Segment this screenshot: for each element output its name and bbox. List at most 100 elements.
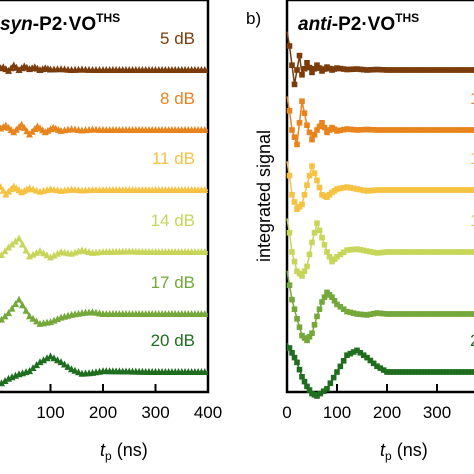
- panel-anti-title: anti-P2·VOTHS: [298, 11, 419, 35]
- data-point: [294, 67, 300, 73]
- data-point: [331, 298, 338, 304]
- data-point: [357, 246, 364, 253]
- data-point: [437, 369, 443, 375]
- data-point: [446, 187, 453, 193]
- data-point: [301, 268, 308, 274]
- data-point: [380, 310, 387, 317]
- data-point: [350, 246, 357, 253]
- data-point: [29, 364, 37, 372]
- data-point: [393, 127, 400, 133]
- data-point: [427, 369, 434, 375]
- data-point: [316, 65, 323, 71]
- data-point: [311, 132, 318, 138]
- data-point: [299, 72, 305, 78]
- data-point: [320, 388, 327, 394]
- data-point: [350, 349, 357, 355]
- data-point: [424, 127, 431, 133]
- data-point: [370, 127, 377, 133]
- data-point: [360, 66, 367, 73]
- data-point: [431, 369, 437, 375]
- data-point: [459, 187, 465, 193]
- data-point: [443, 249, 450, 255]
- data-point: [377, 310, 384, 317]
- data-point: [309, 136, 315, 143]
- data-point: [354, 66, 360, 72]
- data-point: [431, 67, 437, 73]
- data-point: [471, 311, 474, 317]
- data-point: [459, 369, 465, 375]
- data-point: [311, 66, 318, 72]
- data-point: [301, 66, 308, 72]
- data-point: [452, 187, 459, 193]
- data-point: [449, 369, 456, 375]
- data-point: [61, 360, 68, 368]
- data-point: [344, 247, 350, 253]
- data-point: [384, 249, 390, 255]
- data-point: [402, 187, 409, 193]
- data-point: [291, 306, 298, 312]
- data-point: [406, 187, 412, 193]
- series-4: [286, 270, 474, 344]
- data-point: [306, 387, 313, 393]
- data-point: [347, 246, 354, 253]
- data-point: [402, 311, 409, 317]
- data-point: [33, 317, 40, 325]
- data-point: [449, 67, 456, 73]
- data-point: [440, 67, 447, 73]
- data-point: [380, 127, 387, 133]
- data-point: [354, 186, 360, 192]
- panel-anti: b) anti-P2·VOTHS integrated signal 0 100 2…: [246, 0, 474, 463]
- data-point: [468, 249, 474, 255]
- data-point: [415, 127, 422, 133]
- data-point: [384, 311, 390, 317]
- series-5: [0, 352, 209, 387]
- panel-syn-series: [0, 61, 209, 387]
- data-point: [374, 66, 380, 73]
- data-point: [387, 311, 393, 317]
- data-point: [415, 67, 422, 73]
- data-point: [384, 187, 390, 193]
- data-point: [421, 311, 428, 317]
- data-point: [434, 369, 440, 375]
- data-point: [471, 249, 474, 255]
- data-point: [294, 316, 300, 322]
- data-point: [321, 294, 328, 300]
- data-point: [418, 249, 425, 255]
- data-point: [337, 127, 344, 134]
- data-point: [446, 67, 453, 73]
- data-point: [354, 311, 360, 317]
- data-point: [330, 374, 337, 381]
- data-point: [311, 322, 318, 328]
- data-point: [449, 249, 456, 255]
- data-point: [465, 127, 472, 133]
- data-point: [19, 301, 26, 309]
- data-point: [344, 308, 350, 315]
- data-point: [309, 330, 315, 336]
- data-point: [427, 67, 434, 73]
- data-point: [319, 299, 325, 305]
- data-point: [304, 383, 310, 390]
- data-point: [22, 306, 30, 314]
- data-point: [415, 369, 422, 375]
- data-point: [36, 247, 44, 255]
- data-point: [377, 365, 384, 371]
- data-point: [294, 359, 300, 366]
- data-point: [393, 67, 400, 73]
- data-point: [340, 249, 347, 256]
- data-point: [289, 192, 295, 198]
- data-point: [387, 67, 393, 73]
- data-point: [471, 187, 474, 193]
- data-point: [440, 127, 447, 133]
- series-1: [286, 96, 474, 148]
- data-point: [306, 172, 313, 179]
- data-point: [421, 369, 428, 375]
- data-point: [415, 311, 422, 317]
- data-point: [431, 311, 437, 317]
- data-point: [440, 369, 447, 375]
- data-point: [340, 66, 347, 72]
- data-point: [344, 126, 350, 132]
- data-point: [456, 311, 462, 317]
- data-point: [412, 187, 418, 193]
- data-point: [424, 311, 431, 317]
